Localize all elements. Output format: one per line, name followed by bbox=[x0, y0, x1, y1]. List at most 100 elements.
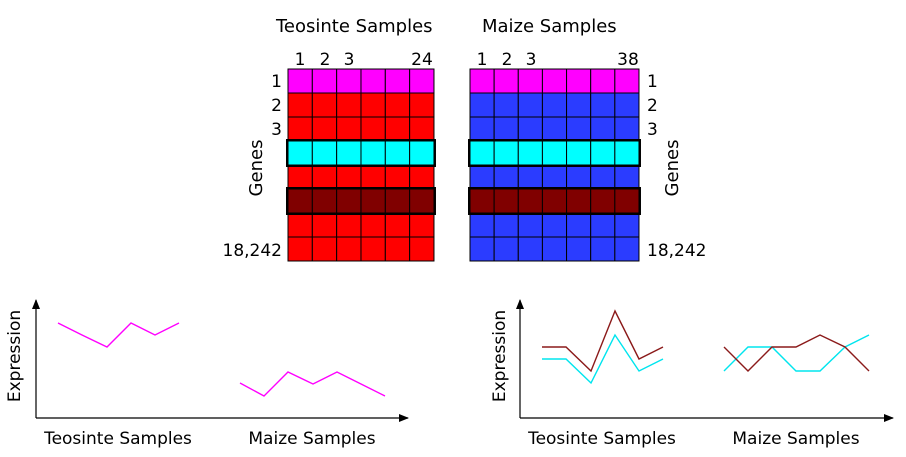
teosinte-col-label: 24 bbox=[411, 50, 433, 70]
maize-heatmap-cell bbox=[493, 212, 519, 238]
teosinte-heatmap-cell bbox=[287, 212, 313, 238]
left-ylabel: Expression bbox=[5, 310, 25, 402]
maize-row-label: 2 bbox=[647, 96, 658, 116]
maize-heatmap-cell bbox=[493, 164, 519, 190]
maize-heatmap-cell bbox=[566, 92, 592, 118]
maize-heatmap-cell bbox=[614, 212, 640, 238]
teosinte-heatmap-cell bbox=[360, 236, 386, 262]
maize-heatmap-cell bbox=[541, 116, 568, 142]
teosinte-heatmap-cell bbox=[409, 92, 435, 118]
teosinte-heatmap-cell bbox=[409, 188, 435, 214]
teosinte-heatmap-cell bbox=[409, 164, 435, 190]
teosinte-heatmap-cell bbox=[409, 212, 435, 238]
maize-heatmap-cell bbox=[469, 212, 495, 238]
teosinte-heatmap-cell bbox=[336, 236, 362, 262]
maize-heatmap-cell bbox=[590, 188, 616, 214]
maize-heatmap-cell bbox=[614, 140, 640, 166]
teosinte-heatmap-cell bbox=[287, 116, 313, 142]
maize-highlight-row-outline bbox=[468, 187, 641, 215]
teosinte-heatmap-cell bbox=[409, 68, 435, 94]
right-xlabel-teosinte: Teosinte Samples bbox=[527, 429, 676, 449]
maize-heatmap-cell bbox=[541, 92, 568, 118]
maize-heatmap-cell bbox=[614, 68, 640, 94]
teosinte-heatmap-cell bbox=[336, 92, 362, 118]
teosinte-heatmap-cell bbox=[360, 116, 386, 142]
teosinte-heatmap-cell bbox=[311, 236, 338, 262]
maize-col-label: 2 bbox=[502, 50, 513, 70]
teosinte-col-label: 2 bbox=[320, 50, 331, 70]
teosinte-row-label: 3 bbox=[271, 120, 282, 140]
maize-row-label: 3 bbox=[647, 120, 658, 140]
teosinte-heatmap-cell bbox=[384, 68, 411, 94]
maize-heatmap-cell bbox=[469, 68, 495, 94]
teosinte-heatmap-cell bbox=[336, 164, 362, 190]
maize-heatmap-cell bbox=[517, 212, 543, 238]
teosinte-heatmap-title: Teosinte Samples bbox=[275, 16, 433, 37]
maize-heatmap-cell bbox=[469, 164, 495, 190]
teosinte-heatmap-cell bbox=[311, 212, 338, 238]
maize-heatmap-cell bbox=[541, 164, 568, 190]
maize-heatmap-cell bbox=[614, 236, 640, 262]
maize-heatmap-cell bbox=[517, 92, 543, 118]
maize-col-label: 1 bbox=[477, 50, 488, 70]
darkred-line-maize bbox=[723, 334, 870, 372]
maize-heatmap-cell bbox=[469, 188, 495, 214]
teosinte-heatmap-cell bbox=[409, 236, 435, 262]
maize-highlight-row-outline bbox=[468, 139, 641, 167]
teosinte-heatmap-cell bbox=[336, 68, 362, 94]
teosinte-row-label: 2 bbox=[271, 96, 282, 116]
teosinte-heatmap-cell bbox=[336, 116, 362, 142]
left-xlabel-teosinte: Teosinte Samples bbox=[43, 429, 192, 449]
right-expression-plot: Expression Teosinte Samples Maize Sample… bbox=[490, 299, 894, 449]
maize-heatmap-cell bbox=[541, 68, 568, 94]
teosinte-heatmap-cell bbox=[384, 236, 411, 262]
maize-heatmap-cell bbox=[493, 116, 519, 142]
teosinte-row-label: 18,242 bbox=[223, 241, 282, 261]
teosinte-heatmap-cell bbox=[384, 140, 411, 166]
maize-heatmap-cell bbox=[517, 116, 543, 142]
maize-heatmap-cell bbox=[493, 68, 519, 94]
teosinte-heatmap-cell bbox=[311, 140, 338, 166]
maize-heatmap-cell bbox=[493, 92, 519, 118]
right-xlabel-maize: Maize Samples bbox=[732, 429, 859, 449]
teosinte-heatmap-cell bbox=[311, 188, 338, 214]
maize-heatmap-cell bbox=[469, 116, 495, 142]
maize-heatmap-cell bbox=[493, 188, 519, 214]
teosinte-heatmap-cell bbox=[384, 188, 411, 214]
teosinte-heatmap-cell bbox=[360, 92, 386, 118]
maize-heatmap-cell bbox=[590, 236, 616, 262]
maize-heatmap-cell bbox=[541, 212, 568, 238]
maize-heatmap-cell bbox=[566, 116, 592, 142]
magenta-line-teosinte bbox=[57, 322, 180, 348]
teosinte-heatmap-cell bbox=[287, 92, 313, 118]
maize-col-label: 38 bbox=[617, 50, 639, 70]
maize-heatmap-cell bbox=[590, 92, 616, 118]
maize-heatmap-title: Maize Samples bbox=[482, 16, 617, 37]
left-xlabel-maize: Maize Samples bbox=[248, 429, 375, 449]
teosinte-heatmap-cell bbox=[336, 212, 362, 238]
maize-heatmap-cell bbox=[590, 212, 616, 238]
teosinte-heatmap-cell bbox=[360, 164, 386, 190]
maize-heatmap-cell bbox=[493, 140, 519, 166]
maize-heatmap-cell bbox=[566, 140, 592, 166]
maize-heatmap-cell bbox=[590, 68, 616, 94]
magenta-line-maize bbox=[239, 371, 386, 397]
maize-heatmap-cell bbox=[517, 140, 543, 166]
maize-heatmap-cell bbox=[469, 92, 495, 118]
maize-heatmap-cell bbox=[566, 68, 592, 94]
teosinte-heatmap-cell bbox=[384, 212, 411, 238]
teosinte-heatmap-cell bbox=[287, 188, 313, 214]
teosinte-col-label: 3 bbox=[344, 50, 355, 70]
teosinte-genes-label: Genes bbox=[246, 140, 267, 197]
teosinte-heatmap-cell bbox=[336, 140, 362, 166]
maize-heatmap-cell bbox=[493, 236, 519, 262]
maize-heatmap-cell bbox=[566, 164, 592, 190]
teosinte-heatmap-cell bbox=[311, 92, 338, 118]
teosinte-heatmap-cell bbox=[336, 188, 362, 214]
maize-col-label: 3 bbox=[526, 50, 537, 70]
teosinte-heatmap-cell bbox=[360, 188, 386, 214]
maize-heatmap-cell bbox=[541, 236, 568, 262]
maize-heatmap-cell bbox=[541, 140, 568, 166]
maize-heatmap-cell bbox=[469, 236, 495, 262]
